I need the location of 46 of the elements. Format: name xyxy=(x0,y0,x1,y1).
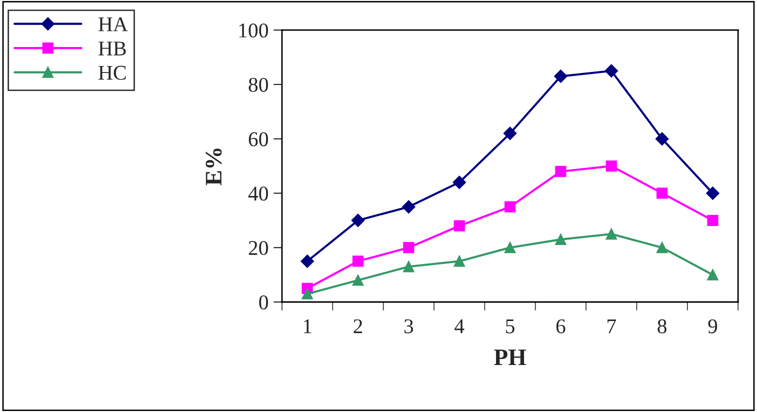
point xyxy=(503,126,517,140)
y-tick-label: 0 xyxy=(259,295,268,310)
y-tick-label: 60 xyxy=(248,132,268,146)
y-tick-label: 80 xyxy=(248,78,268,92)
point xyxy=(454,220,465,232)
y-tick-label: 20 xyxy=(248,240,268,256)
x-tick-label: 9 xyxy=(708,319,718,334)
x-tick-label: 4 xyxy=(454,319,464,334)
point xyxy=(402,200,416,214)
legend-label: HA xyxy=(98,17,128,32)
x-tick-label: 1 xyxy=(304,319,312,334)
point xyxy=(604,64,618,78)
point xyxy=(707,269,718,280)
point xyxy=(656,188,668,199)
point xyxy=(504,201,516,212)
x-tick-label: 8 xyxy=(658,319,666,334)
x-tick-label: 2 xyxy=(354,319,362,334)
x-axis-title: PH xyxy=(494,350,526,366)
point xyxy=(351,214,365,228)
point xyxy=(606,228,617,240)
point xyxy=(352,274,364,286)
point xyxy=(300,254,314,268)
point xyxy=(302,288,313,300)
x-tick-label: 5 xyxy=(506,319,514,334)
point xyxy=(504,242,516,254)
x-tick-label: 6 xyxy=(556,319,566,334)
point xyxy=(707,214,718,226)
point xyxy=(655,132,669,146)
point xyxy=(352,256,364,267)
point xyxy=(452,176,466,189)
x-tick-label: 3 xyxy=(404,319,414,334)
point xyxy=(403,261,414,272)
y-axis-title: E% xyxy=(206,148,222,186)
x-tick-label: 7 xyxy=(608,319,616,334)
point xyxy=(555,166,566,178)
point xyxy=(403,242,414,254)
point xyxy=(555,234,566,246)
point xyxy=(554,70,568,83)
point xyxy=(656,242,668,254)
y-tick-label: 40 xyxy=(248,186,268,201)
y-tick-label: 100 xyxy=(239,23,268,38)
point xyxy=(706,186,720,200)
point xyxy=(606,160,617,172)
legend-label: HB xyxy=(98,42,126,56)
legend-label: HC xyxy=(98,66,126,80)
point xyxy=(454,256,465,267)
